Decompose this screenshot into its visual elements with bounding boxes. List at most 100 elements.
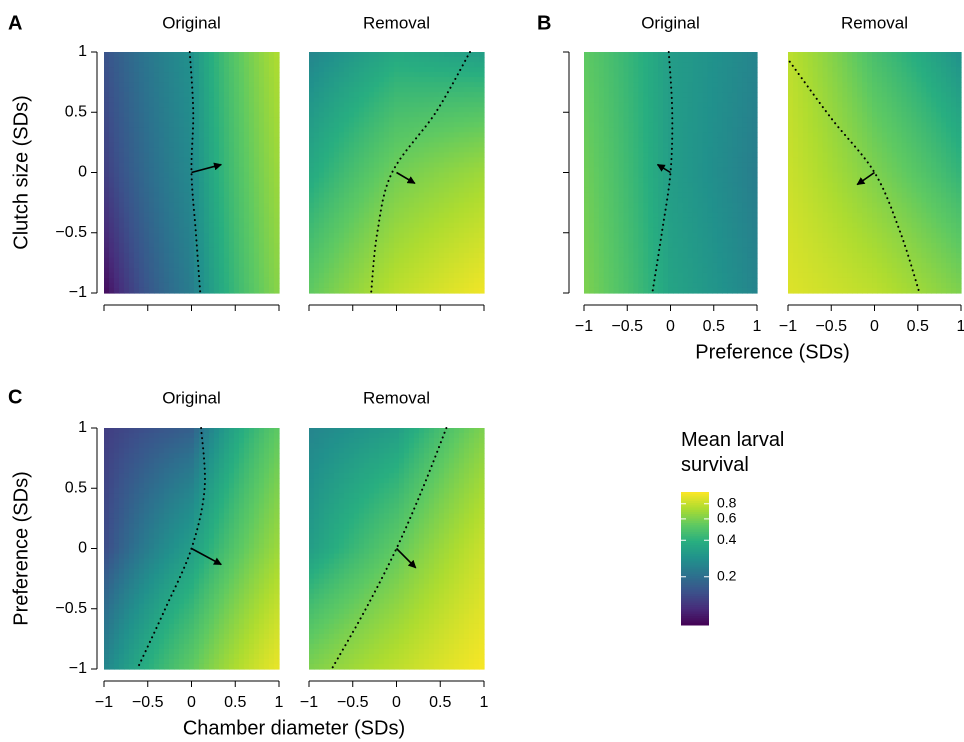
heat-cell: [354, 147, 360, 154]
heat-cell: [409, 102, 415, 108]
heat-cell: [229, 252, 235, 259]
heat-cell: [344, 167, 350, 174]
heat-cell: [638, 252, 644, 259]
heat-cell: [354, 52, 360, 58]
heat-cell: [244, 212, 250, 219]
heat-cell: [474, 97, 480, 103]
heat-cell: [732, 107, 738, 113]
heat-cell: [309, 207, 315, 214]
heat-cell: [399, 262, 405, 269]
heat-cell: [697, 192, 704, 199]
heat-cell: [179, 177, 185, 184]
heat-cell: [389, 137, 395, 143]
heat-cell: [464, 197, 470, 204]
heat-cell: [479, 72, 485, 78]
heat-cell: [199, 127, 205, 133]
heat-cell: [717, 172, 723, 179]
heat-cell: [359, 72, 365, 78]
heat-cell: [692, 162, 699, 169]
heat-cell: [209, 107, 215, 113]
heat-cell: [712, 142, 719, 148]
heat-cell: [139, 207, 145, 214]
heat-cell: [134, 132, 140, 138]
heat-cell: [613, 127, 620, 133]
heat-cell: [608, 262, 615, 269]
heat-cell: [384, 272, 390, 279]
heat-cell: [179, 282, 185, 289]
heat-cell: [424, 77, 430, 83]
heat-cell: [134, 202, 140, 209]
heat-cell: [722, 232, 728, 239]
heat-cell: [149, 122, 155, 128]
heat-cell: [712, 212, 719, 219]
heat-cell: [369, 157, 375, 164]
heat-cell: [593, 137, 600, 143]
heat-cell: [364, 62, 370, 68]
heat-cell: [737, 87, 743, 93]
heat-cell: [399, 197, 405, 204]
heat-cell: [129, 87, 135, 93]
heat-cell: [454, 177, 460, 184]
heat-cell: [613, 137, 620, 143]
heat-cell: [648, 167, 654, 174]
heat-cell: [712, 157, 719, 164]
heat-cell: [189, 57, 195, 63]
heat-cell: [722, 242, 728, 249]
heat-cell: [628, 167, 635, 174]
heat-cell: [224, 197, 230, 204]
heat-cell: [319, 192, 325, 199]
heat-cell: [379, 182, 385, 189]
heat-cell: [648, 52, 654, 58]
heat-cell: [737, 277, 743, 284]
heat-cell: [254, 207, 260, 214]
heat-cell: [623, 217, 630, 224]
heat-cell: [264, 222, 270, 229]
heat-cell: [264, 132, 270, 138]
heat-cell: [449, 67, 455, 73]
heat-cell: [439, 52, 445, 58]
heat-cell: [697, 117, 704, 123]
heat-cell: [429, 202, 435, 209]
heat-cell: [419, 82, 425, 88]
heat-cell: [474, 217, 480, 224]
heat-cell: [464, 157, 470, 164]
heat-cell: [114, 267, 120, 274]
heat-cell: [419, 252, 425, 259]
heat-cell: [439, 222, 445, 229]
heat-cell: [329, 67, 335, 73]
heat-cell: [109, 72, 115, 78]
heat-cell: [464, 257, 470, 264]
heat-cell: [144, 137, 150, 143]
heat-cell: [229, 177, 235, 184]
heat-cell: [214, 287, 220, 294]
heat-cell: [239, 107, 245, 113]
heat-cell: [214, 242, 220, 249]
heat-cell: [454, 112, 460, 118]
heat-cell: [717, 72, 723, 78]
heat-cell: [189, 137, 195, 143]
heat-cell: [334, 192, 340, 199]
heat-cell: [319, 177, 325, 184]
heat-cell: [234, 127, 240, 133]
heat-cell: [653, 187, 659, 194]
heat-cell: [249, 272, 255, 279]
heat-cell: [727, 157, 733, 164]
heat-cell: [129, 237, 135, 244]
heat-cell: [593, 232, 600, 239]
heat-cell: [269, 212, 275, 219]
heat-cell: [179, 202, 185, 209]
heat-cell: [114, 207, 120, 214]
heat-cell: [119, 152, 125, 159]
heat-cell: [682, 57, 689, 63]
heat-cell: [179, 107, 185, 113]
heat-cell: [429, 272, 435, 279]
heat-cell: [274, 142, 280, 148]
heat-cell: [732, 92, 738, 98]
heat-cell: [608, 237, 615, 244]
heat-cell: [244, 87, 250, 93]
heat-cell: [339, 142, 345, 148]
heat-cell: [164, 117, 170, 123]
heat-cell: [444, 132, 450, 138]
heat-cell: [692, 247, 699, 254]
heat-cell: [727, 117, 733, 123]
